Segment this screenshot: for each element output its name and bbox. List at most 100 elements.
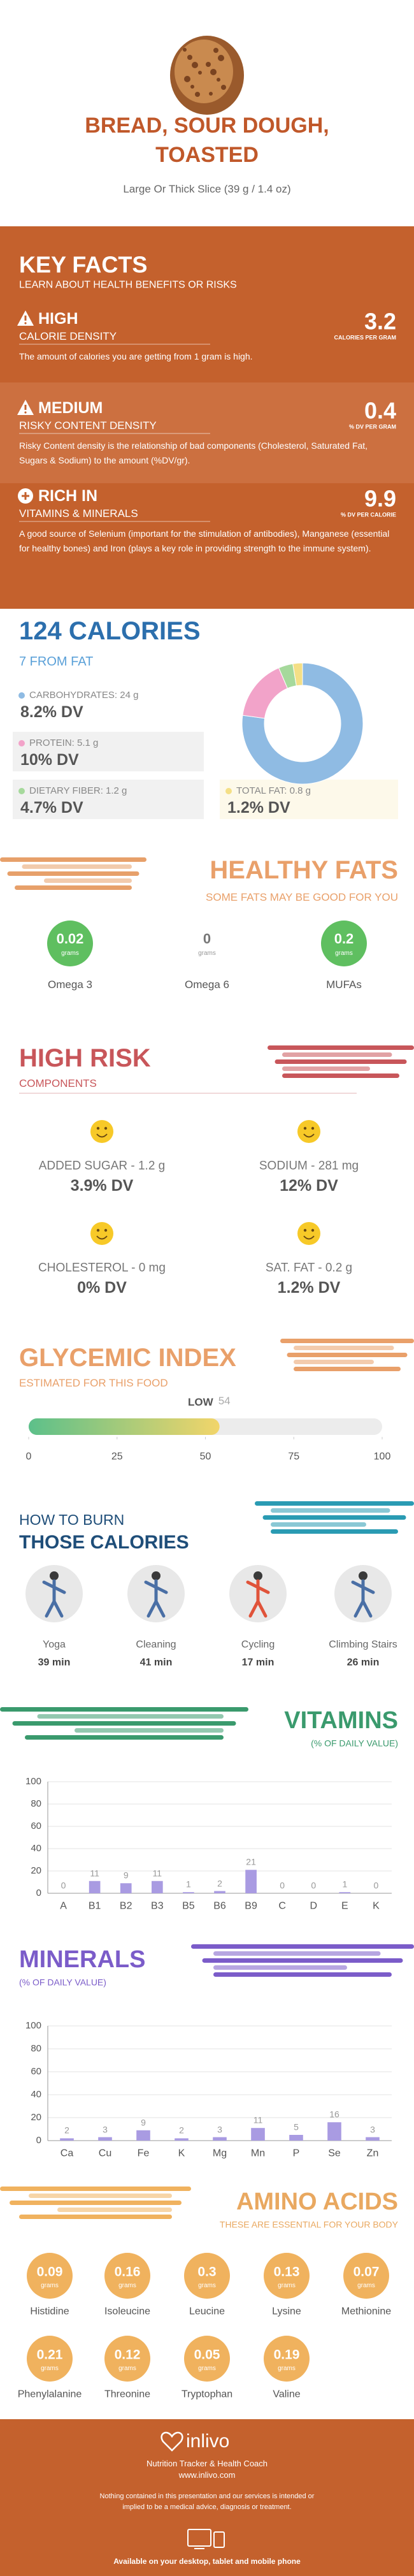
fat-circle — [47, 921, 93, 966]
y-tick-label: 0 — [36, 2135, 41, 2146]
fat-unit: grams — [61, 950, 79, 957]
value-label: 2 — [179, 2125, 184, 2136]
amino-unit: grams — [41, 2365, 59, 2372]
bread-hole — [190, 85, 194, 89]
footer-tagline: Nutrition Tracker & Health Coach — [146, 2459, 268, 2469]
amino-value: 0.19 — [273, 2347, 300, 2362]
decor-stripe — [213, 1965, 347, 1970]
gi-bar — [29, 1418, 220, 1435]
device-icon — [194, 2548, 204, 2549]
amino-name: Methionine — [341, 2306, 392, 2317]
amino-value: 0.13 — [273, 2264, 300, 2280]
amino-name: Valine — [273, 2389, 301, 2400]
value-label: 21 — [246, 1856, 256, 1867]
risk-label: SODIUM - 281 mg — [259, 1159, 359, 1173]
section-subtitle: COMPONENTS — [19, 1077, 97, 1089]
value-label: 0 — [280, 1880, 285, 1891]
decor-stripe — [282, 1052, 392, 1057]
value-label: 0 — [311, 1880, 317, 1891]
decor-stripe — [0, 1707, 248, 1712]
decor-stripe — [271, 1529, 398, 1534]
decor-stripe — [275, 1059, 407, 1064]
section-subtitle: ESTIMATED FOR THIS FOOD — [19, 1376, 168, 1389]
fact-name: VITAMINS & MINERALS — [19, 507, 138, 520]
bread-hole — [195, 92, 200, 97]
bar — [175, 2138, 189, 2141]
amino-circle — [264, 2336, 310, 2382]
decor-stripe — [75, 1728, 224, 1733]
amino-unit: grams — [278, 2365, 296, 2372]
section-subtitle: 7 FROM FAT — [19, 655, 94, 669]
rich-icon — [22, 492, 29, 500]
amino-value: 0.21 — [36, 2347, 63, 2362]
x-tick-label: Ca — [60, 2148, 74, 2159]
gi-tick-label: 75 — [288, 1451, 300, 1462]
risk-label: SAT. FAT - 0.2 g — [265, 1261, 353, 1275]
decor-stripe — [44, 878, 132, 883]
value-label: 16 — [329, 2109, 339, 2120]
bread-hole — [217, 78, 220, 82]
amino-name: Lysine — [272, 2306, 301, 2317]
emoji-mouth — [96, 1133, 108, 1138]
activity-time: 17 min — [241, 1657, 275, 1668]
emoji-eye — [303, 1228, 307, 1232]
section-subtitle: SOME FATS MAY BE GOOD FOR YOU — [206, 891, 398, 903]
gi-tick-label: 50 — [199, 1451, 211, 1462]
bread-hole — [187, 55, 192, 60]
amino-unit: grams — [278, 2282, 296, 2289]
x-tick-label: D — [310, 1900, 318, 1912]
emoji-mouth — [303, 1133, 315, 1138]
nutrient-dv: 8.2% DV — [20, 703, 83, 721]
section-title: HIGH RISK — [19, 1044, 151, 1072]
decor-stripe — [282, 1066, 370, 1071]
decor-stripe — [19, 2215, 172, 2219]
bread-hole — [184, 76, 190, 82]
y-tick-label: 60 — [31, 2066, 41, 2077]
value-label: 0 — [373, 1880, 379, 1891]
amino-unit: grams — [41, 2282, 59, 2289]
emoji-eye — [96, 1126, 100, 1130]
fact-level: MEDIUM — [38, 399, 103, 417]
bar — [98, 2137, 112, 2141]
section-subtitle: THESE ARE ESSENTIAL FOR YOUR BODY — [219, 2219, 398, 2230]
value-label: 3 — [103, 2124, 108, 2135]
fact-band — [0, 382, 414, 483]
nutrient-label: DIETARY FIBER: 1.2 g — [29, 785, 127, 796]
activity-head — [359, 1571, 368, 1580]
bar — [151, 1881, 163, 1893]
activity-time: 39 min — [38, 1657, 71, 1668]
value-label: 3 — [370, 2124, 375, 2135]
activity-name: Cycling — [241, 1639, 275, 1650]
fact-value: 9.9 — [364, 485, 396, 512]
fat-unit: grams — [335, 950, 353, 957]
bread-hole — [206, 62, 211, 67]
section-title: HEALTHY FATS — [210, 856, 398, 884]
fact-unit: % DV PER CALORIE — [340, 511, 396, 518]
nutrient-dot — [18, 692, 25, 699]
x-tick-label: B3 — [151, 1900, 164, 1912]
amino-name: Leucine — [189, 2306, 225, 2317]
amino-unit: grams — [357, 2282, 375, 2289]
amino-circle — [104, 2253, 150, 2299]
nutrient-dot — [225, 788, 232, 794]
decor-stripe — [7, 871, 139, 876]
emoji-face — [90, 1222, 113, 1245]
fact-name: RISKY CONTENT DENSITY — [19, 419, 157, 432]
bar — [60, 2138, 74, 2141]
activity-body — [42, 1579, 66, 1618]
x-tick-label: B9 — [245, 1900, 257, 1912]
value-label: 11 — [253, 2114, 263, 2125]
fact-name: CALORIE DENSITY — [19, 330, 117, 342]
bar — [339, 1892, 351, 1893]
risk-dv: 1.2% DV — [277, 1279, 341, 1297]
donut-slice — [241, 662, 364, 785]
activity-head — [253, 1571, 262, 1580]
decor-stripe — [271, 1522, 366, 1527]
amino-circle — [27, 2253, 73, 2299]
fat-circle — [321, 921, 367, 966]
gi-level: LOW — [188, 1395, 213, 1408]
fat-value: 0.02 — [56, 930, 84, 947]
section-title: AMINO ACIDS — [236, 2188, 398, 2216]
x-tick-label: K — [373, 1900, 380, 1912]
